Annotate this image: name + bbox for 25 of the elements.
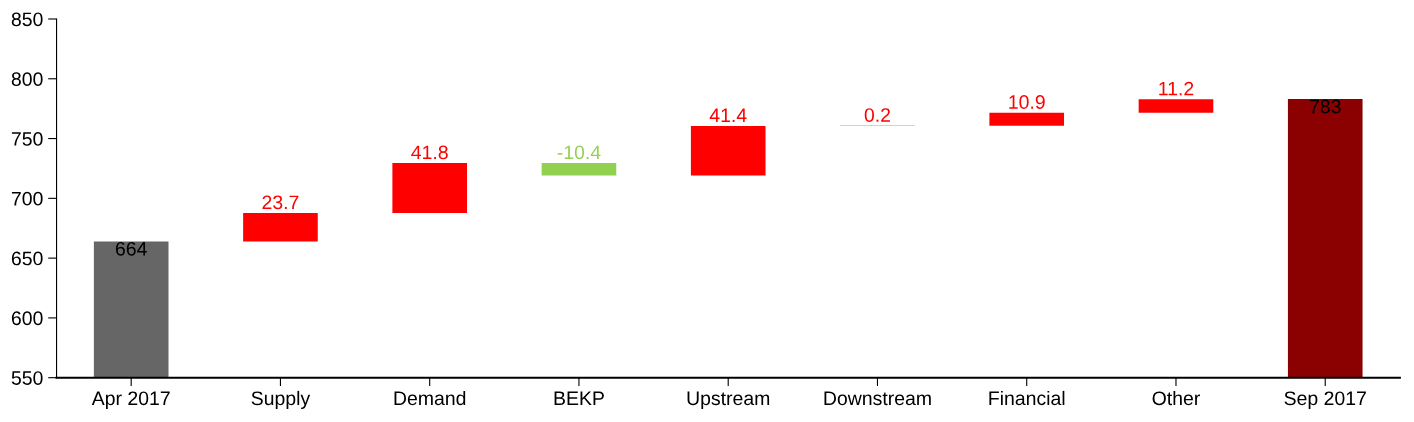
data-label: 664 — [115, 241, 147, 256]
x-tick-label: Supply — [251, 390, 311, 410]
data-label: 23.7 — [262, 195, 299, 210]
y-tick-label: 700 — [11, 191, 43, 206]
x-tick-label: Sep 2017 — [1284, 391, 1366, 410]
data-label: 41.8 — [411, 145, 448, 160]
x-tick-label: Other — [1152, 390, 1200, 406]
data-label: 0.2 — [864, 108, 891, 122]
y-tick-label: 750 — [11, 132, 43, 146]
x-tick-label: Financial — [989, 390, 1065, 406]
x-tick-label: Demand — [394, 390, 466, 406]
data-label: 10.9 — [1009, 95, 1045, 109]
y-tick-label: 650 — [11, 251, 43, 266]
data-label: 11.2 — [1159, 81, 1194, 96]
x-tick-label: Downstream — [824, 391, 931, 406]
y-tick-label: 550 — [11, 371, 43, 385]
data-label: 41.4 — [709, 108, 747, 122]
x-tick-label: BEKP — [554, 391, 604, 405]
data-label: -10.4 — [557, 145, 601, 160]
y-tick-label: 850 — [11, 12, 43, 27]
data-label: 783 — [1310, 99, 1341, 114]
x-tick-label: Upstream — [687, 391, 770, 410]
y-tick-label: 600 — [11, 311, 43, 326]
y-tick-label: 800 — [11, 72, 43, 87]
x-tick-label: Apr 2017 — [91, 391, 170, 410]
